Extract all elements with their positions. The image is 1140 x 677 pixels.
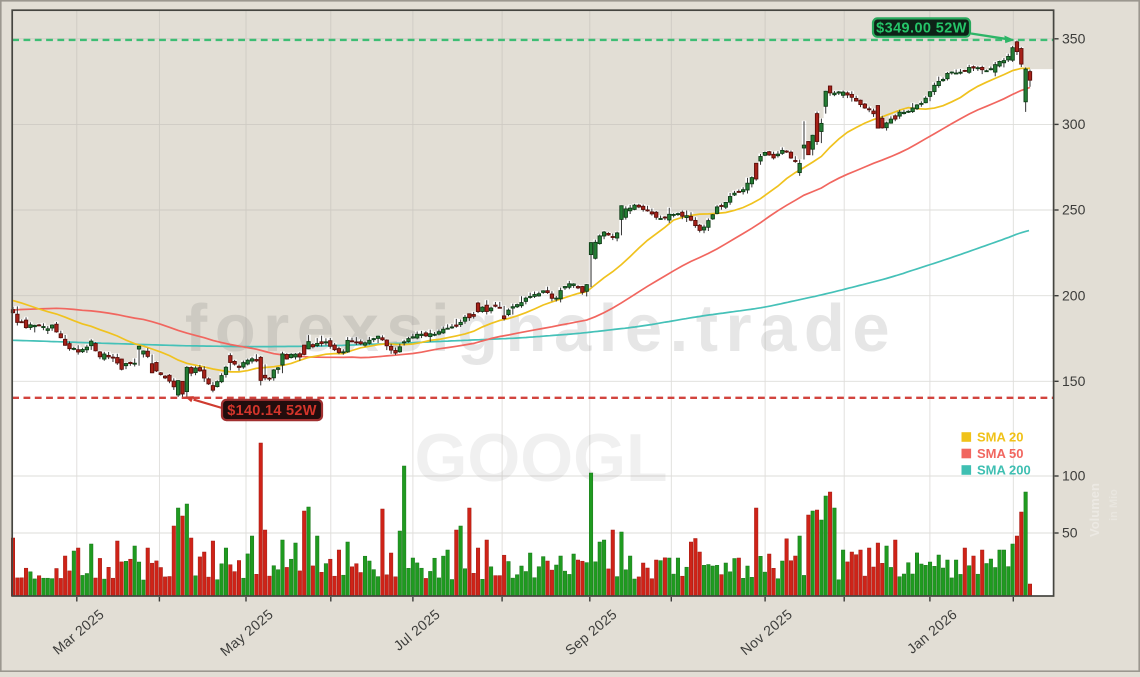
- svg-text:$140.14 52W: $140.14 52W: [227, 403, 317, 419]
- svg-text:100: 100: [1062, 468, 1086, 484]
- svg-text:SMA 50: SMA 50: [977, 446, 1023, 461]
- svg-text:in Mio: in Mio: [1108, 489, 1120, 521]
- svg-text:$349.00 52W: $349.00 52W: [876, 20, 967, 36]
- svg-text:150: 150: [1062, 373, 1086, 389]
- svg-text:SMA 200: SMA 200: [977, 463, 1031, 478]
- svg-text:250: 250: [1062, 202, 1086, 218]
- svg-text:200: 200: [1062, 287, 1086, 303]
- svg-text:50: 50: [1062, 525, 1078, 541]
- svg-text:GOOGL: GOOGL: [414, 420, 667, 496]
- svg-text:SMA 20: SMA 20: [977, 430, 1023, 445]
- svg-text:350: 350: [1062, 31, 1086, 47]
- svg-text:Volumen: Volumen: [1087, 483, 1102, 537]
- svg-text:300: 300: [1062, 116, 1086, 132]
